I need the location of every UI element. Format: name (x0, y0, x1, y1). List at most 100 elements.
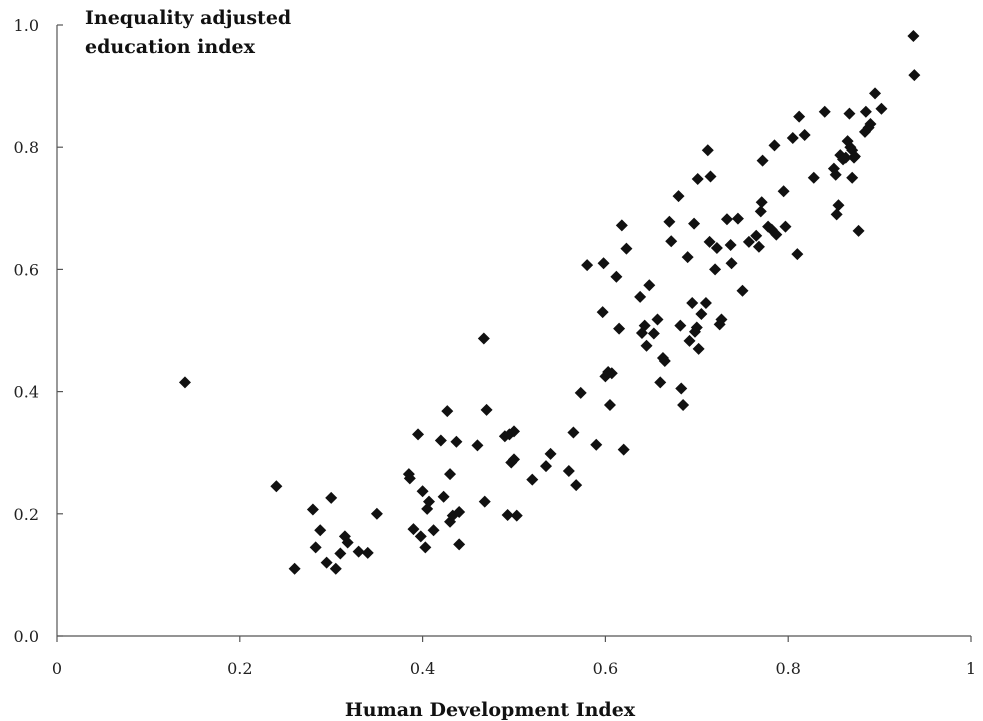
data-point (756, 154, 769, 167)
y-tick-label: 1.0 (14, 16, 39, 35)
x-axis-title: Human Development Index (345, 699, 636, 721)
y-tick-label: 0.6 (14, 260, 39, 279)
data-point (450, 435, 463, 448)
data-point (725, 257, 738, 270)
data-point (683, 334, 696, 347)
data-point (736, 284, 749, 297)
data-point (770, 228, 783, 241)
data-point (907, 29, 920, 42)
x-tick-label: 0.2 (227, 659, 252, 678)
data-point (361, 546, 374, 559)
y-tick-label: 0.8 (14, 138, 39, 157)
data-point (647, 327, 660, 340)
x-ticks: 0 0.2 0.4 0.6 0.8 1 (52, 636, 976, 678)
data-point (777, 185, 790, 198)
y-axis-title-line-1: Inequality adjusted (85, 7, 291, 29)
data-point (690, 321, 703, 334)
data-point (651, 313, 664, 326)
x-tick-label: 0 (52, 659, 62, 678)
data-point (574, 386, 587, 399)
data-point (544, 447, 557, 460)
data-point (510, 509, 523, 522)
data-point (791, 248, 804, 261)
data-point (755, 196, 768, 209)
data-point (603, 399, 616, 412)
data-point (830, 208, 843, 221)
data-point (441, 405, 454, 418)
data-point (596, 306, 609, 319)
y-tick-label: 0.4 (14, 383, 39, 402)
data-point (508, 425, 520, 438)
data-point (306, 503, 319, 516)
data-point (848, 150, 861, 163)
data-point (704, 170, 717, 183)
data-point (597, 257, 610, 270)
data-point (453, 505, 466, 518)
data-point (437, 490, 450, 503)
data-point (768, 139, 781, 152)
data-point (742, 235, 755, 248)
data-point (793, 110, 806, 123)
data-point (640, 339, 653, 352)
data-point (178, 376, 191, 389)
data-point (864, 117, 877, 130)
data-point (567, 426, 580, 439)
data-point (750, 229, 763, 242)
y-tick-label: 0.0 (14, 627, 39, 646)
data-point (605, 367, 618, 380)
data-point (665, 235, 678, 248)
data-point (352, 545, 365, 558)
data-point (615, 219, 628, 232)
data-point (320, 556, 333, 569)
data-point (478, 495, 491, 508)
data-point (471, 439, 484, 452)
axes (56, 25, 971, 637)
y-tick-label: 0.2 (14, 505, 39, 524)
data-point (477, 332, 490, 345)
data-point (859, 105, 872, 118)
data-point (674, 319, 687, 332)
data-point (852, 224, 865, 237)
data-point (691, 172, 704, 185)
data-point (779, 220, 792, 233)
data-point (731, 212, 744, 225)
data-point (843, 107, 856, 120)
data-point (818, 105, 831, 118)
data-point (407, 523, 420, 536)
data-point (416, 485, 429, 498)
data-point (654, 376, 667, 389)
data-point (752, 240, 765, 253)
x-tick-label: 0.8 (775, 659, 800, 678)
data-point (444, 468, 457, 481)
data-point (699, 297, 712, 310)
data-point (643, 279, 656, 292)
data-point (422, 495, 435, 508)
data-point (658, 355, 671, 368)
data-point (829, 168, 842, 181)
data-point (403, 472, 416, 485)
data-point (570, 479, 583, 492)
y-ticks: 0.0 0.2 0.4 0.6 0.8 1.0 (14, 16, 63, 646)
data-point (309, 541, 322, 554)
data-point (839, 151, 852, 164)
data-point (434, 434, 447, 447)
data-point (807, 171, 820, 184)
data-point (620, 242, 633, 255)
data-points (178, 29, 921, 575)
data-point (613, 322, 626, 335)
data-point (715, 313, 728, 326)
data-point (501, 509, 514, 522)
data-point (786, 132, 799, 145)
data-point (701, 144, 714, 157)
data-point (724, 238, 737, 251)
data-point (270, 480, 283, 493)
data-point (526, 473, 539, 486)
data-point (610, 270, 623, 283)
data-point (634, 290, 647, 303)
data-point (695, 308, 708, 321)
data-point (412, 428, 425, 441)
data-point (370, 507, 383, 520)
y-axis-title-line-2: education index (85, 36, 256, 58)
data-point (754, 205, 767, 218)
